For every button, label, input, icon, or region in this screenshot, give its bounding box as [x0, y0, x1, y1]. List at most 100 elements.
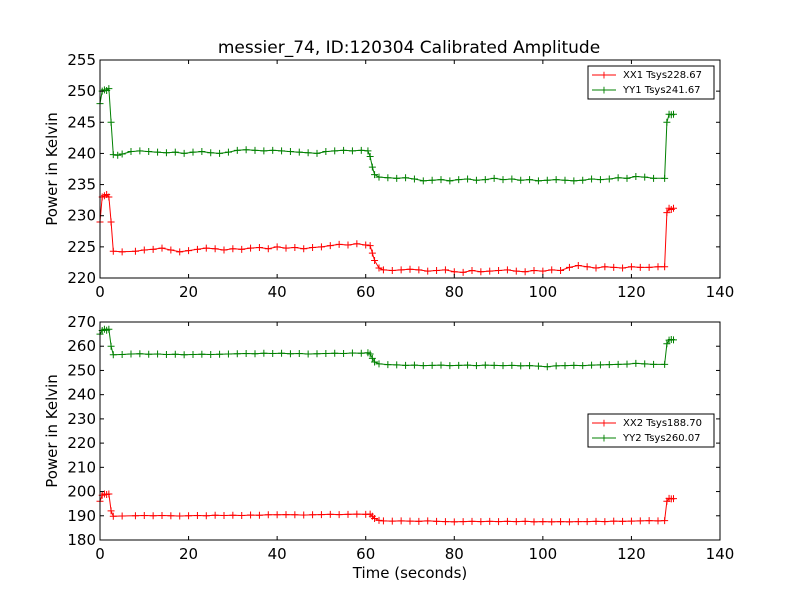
top-point-yy1 [340, 146, 348, 154]
top-point-xx1 [601, 263, 609, 271]
bottom-point-yy2 [428, 361, 436, 369]
top-x-tick-label: 0 [95, 283, 105, 301]
top-point-yy1 [428, 176, 436, 184]
top-point-xx1 [495, 267, 503, 275]
top-point-xx1 [149, 245, 157, 253]
top-point-xx1 [109, 247, 117, 255]
bottom-x-tick-label: 0 [95, 545, 105, 563]
top-point-yy1 [348, 147, 356, 155]
top-point-xx1 [477, 268, 485, 276]
top-point-xx1 [107, 218, 115, 226]
bottom-plot-legend: + XX2 Tsys188.70 + YY2 Tsys260.07 [587, 413, 715, 448]
top-point-yy1 [154, 148, 162, 156]
bottom-point-xx2 [176, 512, 184, 520]
top-point-yy1 [437, 176, 445, 184]
bottom-point-yy2 [233, 350, 241, 358]
bottom-point-xx2 [149, 512, 157, 520]
top-point-xx1 [459, 268, 467, 276]
bottom-point-yy2 [481, 361, 489, 369]
top-point-yy1 [402, 174, 410, 182]
bottom-point-xx2 [300, 511, 308, 519]
bottom-point-yy2 [641, 360, 649, 368]
top-point-xx1 [335, 240, 343, 248]
bottom-point-xx2 [344, 510, 352, 518]
top-point-yy1 [364, 147, 372, 155]
bottom-point-yy2 [340, 349, 348, 357]
top-point-yy1 [322, 148, 330, 156]
top-point-xx1 [636, 263, 644, 271]
bottom-point-yy2 [162, 350, 170, 358]
bottom-point-yy2 [109, 351, 117, 359]
bottom-point-xx2 [397, 517, 405, 525]
bottom-point-xx2 [255, 511, 263, 519]
bottom-point-yy2 [242, 349, 250, 357]
bottom-point-yy2 [207, 350, 215, 358]
top-point-yy1 [663, 118, 671, 126]
top-x-tick-label: 140 [706, 283, 735, 301]
bottom-point-xx2 [441, 518, 449, 526]
bottom-point-xx2 [118, 512, 126, 520]
top-x-tick-label: 20 [179, 283, 198, 301]
top-point-yy1 [508, 175, 516, 183]
bottom-point-yy2 [517, 362, 525, 370]
top-point-xx1 [255, 243, 263, 251]
top-point-yy1 [224, 148, 232, 156]
bottom-plot-x-axis-label: Time (seconds) [352, 564, 468, 582]
top-point-yy1 [552, 176, 560, 184]
bottom-point-xx2 [202, 512, 210, 520]
bottom-point-yy2 [632, 359, 640, 367]
top-point-xx1 [548, 266, 556, 274]
bottom-point-yy2 [331, 349, 339, 357]
bottom-y-tick-label: 210 [67, 458, 96, 476]
top-point-xx1 [406, 265, 414, 273]
bottom-point-yy2 [171, 350, 179, 358]
bottom-point-xx2 [557, 518, 565, 526]
bottom-point-xx2 [512, 518, 520, 526]
top-y-tick-label: 235 [67, 176, 96, 194]
bottom-point-yy2 [419, 362, 427, 370]
top-point-yy1 [375, 173, 383, 181]
top-point-xx1 [118, 248, 126, 256]
top-point-yy1 [251, 146, 259, 154]
bottom-point-xx2 [282, 511, 290, 519]
top-point-xx1 [158, 244, 166, 252]
top-point-yy1 [419, 177, 427, 185]
top-y-tick-label: 230 [67, 207, 96, 225]
top-point-xx1 [486, 267, 494, 275]
bottom-point-yy2 [526, 362, 534, 370]
top-point-yy1 [216, 149, 224, 157]
bottom-point-yy2 [118, 350, 126, 358]
bottom-point-xx2 [530, 518, 538, 526]
top-point-xx1 [220, 246, 228, 254]
bottom-plot-ticks: 0 20 40 60 80 100 120 140 180 190 200 210 220 230 240 2… [67, 313, 734, 563]
bottom-point-yy2 [663, 340, 671, 348]
top-legend-box [587, 65, 715, 100]
top-point-yy1 [579, 176, 587, 184]
bottom-plot-y-axis-label: Power in Kelvin [43, 374, 61, 488]
top-point-yy1 [588, 175, 596, 183]
bottom-point-xx2 [503, 517, 511, 525]
top-x-tick-label: 60 [356, 283, 375, 301]
bottom-x-tick-label: 140 [706, 545, 735, 563]
top-legend-label-xx1: XX1 Tsys228.67 [623, 70, 702, 81]
bottom-legend-marker-xx2: + [599, 417, 608, 430]
top-point-xx1 [309, 243, 317, 251]
bottom-point-xx2 [264, 511, 272, 519]
bottom-y-tick-label: 200 [67, 483, 96, 501]
bottom-y-tick-label: 260 [67, 337, 96, 355]
top-point-yy1 [632, 172, 640, 180]
bottom-plot-panel: 0 20 40 60 80 100 120 140 180 190 200 210 220 230 240 2… [43, 313, 734, 582]
top-legend-marker-yy1: + [599, 84, 608, 97]
bottom-point-yy2 [269, 349, 277, 357]
top-point-xx1 [433, 267, 441, 275]
bottom-point-xx2 [193, 512, 201, 520]
top-point-xx1 [273, 243, 281, 251]
top-point-yy1 [526, 176, 534, 184]
top-point-yy1 [171, 148, 179, 156]
bottom-point-yy2 [295, 349, 303, 357]
top-plot-y-axis-label: Power in Kelvin [43, 112, 61, 226]
bottom-point-yy2 [136, 350, 144, 358]
top-point-xx1 [521, 268, 529, 276]
bottom-point-xx2 [371, 514, 379, 522]
top-point-xx1 [619, 264, 627, 272]
